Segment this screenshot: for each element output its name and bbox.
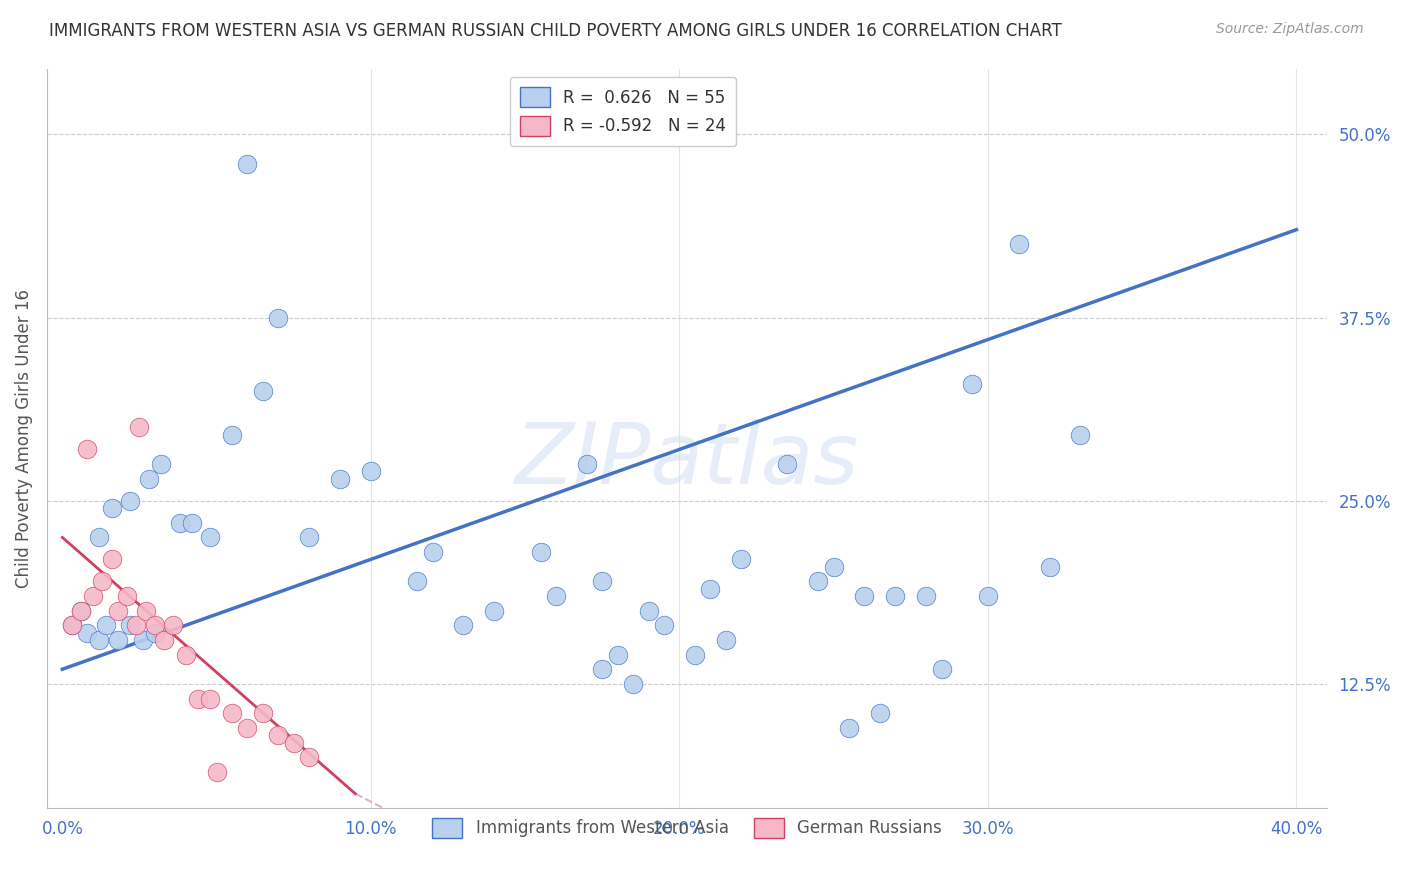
Point xyxy=(529,545,551,559)
Point xyxy=(962,376,984,391)
Point xyxy=(267,310,290,325)
Point xyxy=(869,706,891,721)
Point xyxy=(652,618,675,632)
Point xyxy=(107,632,129,647)
Point xyxy=(120,493,142,508)
Point xyxy=(180,516,202,530)
Point xyxy=(683,648,706,662)
Point xyxy=(283,735,305,749)
Point xyxy=(236,157,259,171)
Point xyxy=(100,501,122,516)
Legend: Immigrants from Western Asia, German Russians: Immigrants from Western Asia, German Rus… xyxy=(426,811,949,845)
Point xyxy=(1008,237,1031,252)
Y-axis label: Child Poverty Among Girls Under 16: Child Poverty Among Girls Under 16 xyxy=(15,289,32,588)
Point xyxy=(150,457,173,471)
Point xyxy=(853,589,876,603)
Point xyxy=(406,574,429,589)
Point xyxy=(162,618,184,632)
Point xyxy=(977,589,1000,603)
Point xyxy=(69,604,91,618)
Point xyxy=(484,604,506,618)
Point xyxy=(252,706,274,721)
Point xyxy=(205,764,228,779)
Point xyxy=(200,691,222,706)
Point xyxy=(360,465,382,479)
Text: IMMIGRANTS FROM WESTERN ASIA VS GERMAN RUSSIAN CHILD POVERTY AMONG GIRLS UNDER 1: IMMIGRANTS FROM WESTERN ASIA VS GERMAN R… xyxy=(49,22,1062,40)
Point xyxy=(298,530,321,544)
Point xyxy=(125,618,148,632)
Point xyxy=(823,559,845,574)
Point xyxy=(60,618,83,632)
Text: Source: ZipAtlas.com: Source: ZipAtlas.com xyxy=(1216,22,1364,37)
Point xyxy=(94,618,117,632)
Point xyxy=(838,721,860,735)
Point xyxy=(76,625,98,640)
Point xyxy=(89,632,111,647)
Point xyxy=(138,472,160,486)
Text: ZIPatlas: ZIPatlas xyxy=(515,419,859,502)
Point xyxy=(221,706,243,721)
Point xyxy=(714,632,737,647)
Point xyxy=(699,582,721,596)
Point xyxy=(453,618,475,632)
Point xyxy=(575,457,598,471)
Point xyxy=(115,589,138,603)
Point xyxy=(76,442,98,457)
Point xyxy=(169,516,191,530)
Point xyxy=(221,427,243,442)
Point xyxy=(621,677,644,691)
Point xyxy=(143,618,166,632)
Point xyxy=(1039,559,1062,574)
Point xyxy=(135,604,157,618)
Point xyxy=(915,589,938,603)
Point xyxy=(591,662,613,676)
Point xyxy=(236,721,259,735)
Point xyxy=(91,574,114,589)
Point xyxy=(174,648,197,662)
Point xyxy=(931,662,953,676)
Point xyxy=(69,604,91,618)
Point xyxy=(187,691,209,706)
Point xyxy=(606,648,628,662)
Point xyxy=(422,545,444,559)
Point xyxy=(884,589,907,603)
Point xyxy=(128,420,150,434)
Point xyxy=(252,384,274,398)
Point xyxy=(131,632,153,647)
Point xyxy=(100,552,122,566)
Point xyxy=(60,618,83,632)
Point xyxy=(89,530,111,544)
Point xyxy=(82,589,104,603)
Point xyxy=(329,472,352,486)
Point xyxy=(298,750,321,764)
Point xyxy=(637,604,659,618)
Point xyxy=(591,574,613,589)
Point xyxy=(1069,427,1091,442)
Point xyxy=(107,604,129,618)
Point xyxy=(544,589,567,603)
Point xyxy=(120,618,142,632)
Point xyxy=(267,728,290,742)
Point xyxy=(143,625,166,640)
Point xyxy=(730,552,752,566)
Point xyxy=(200,530,222,544)
Point xyxy=(807,574,830,589)
Point xyxy=(776,457,799,471)
Point xyxy=(153,632,176,647)
